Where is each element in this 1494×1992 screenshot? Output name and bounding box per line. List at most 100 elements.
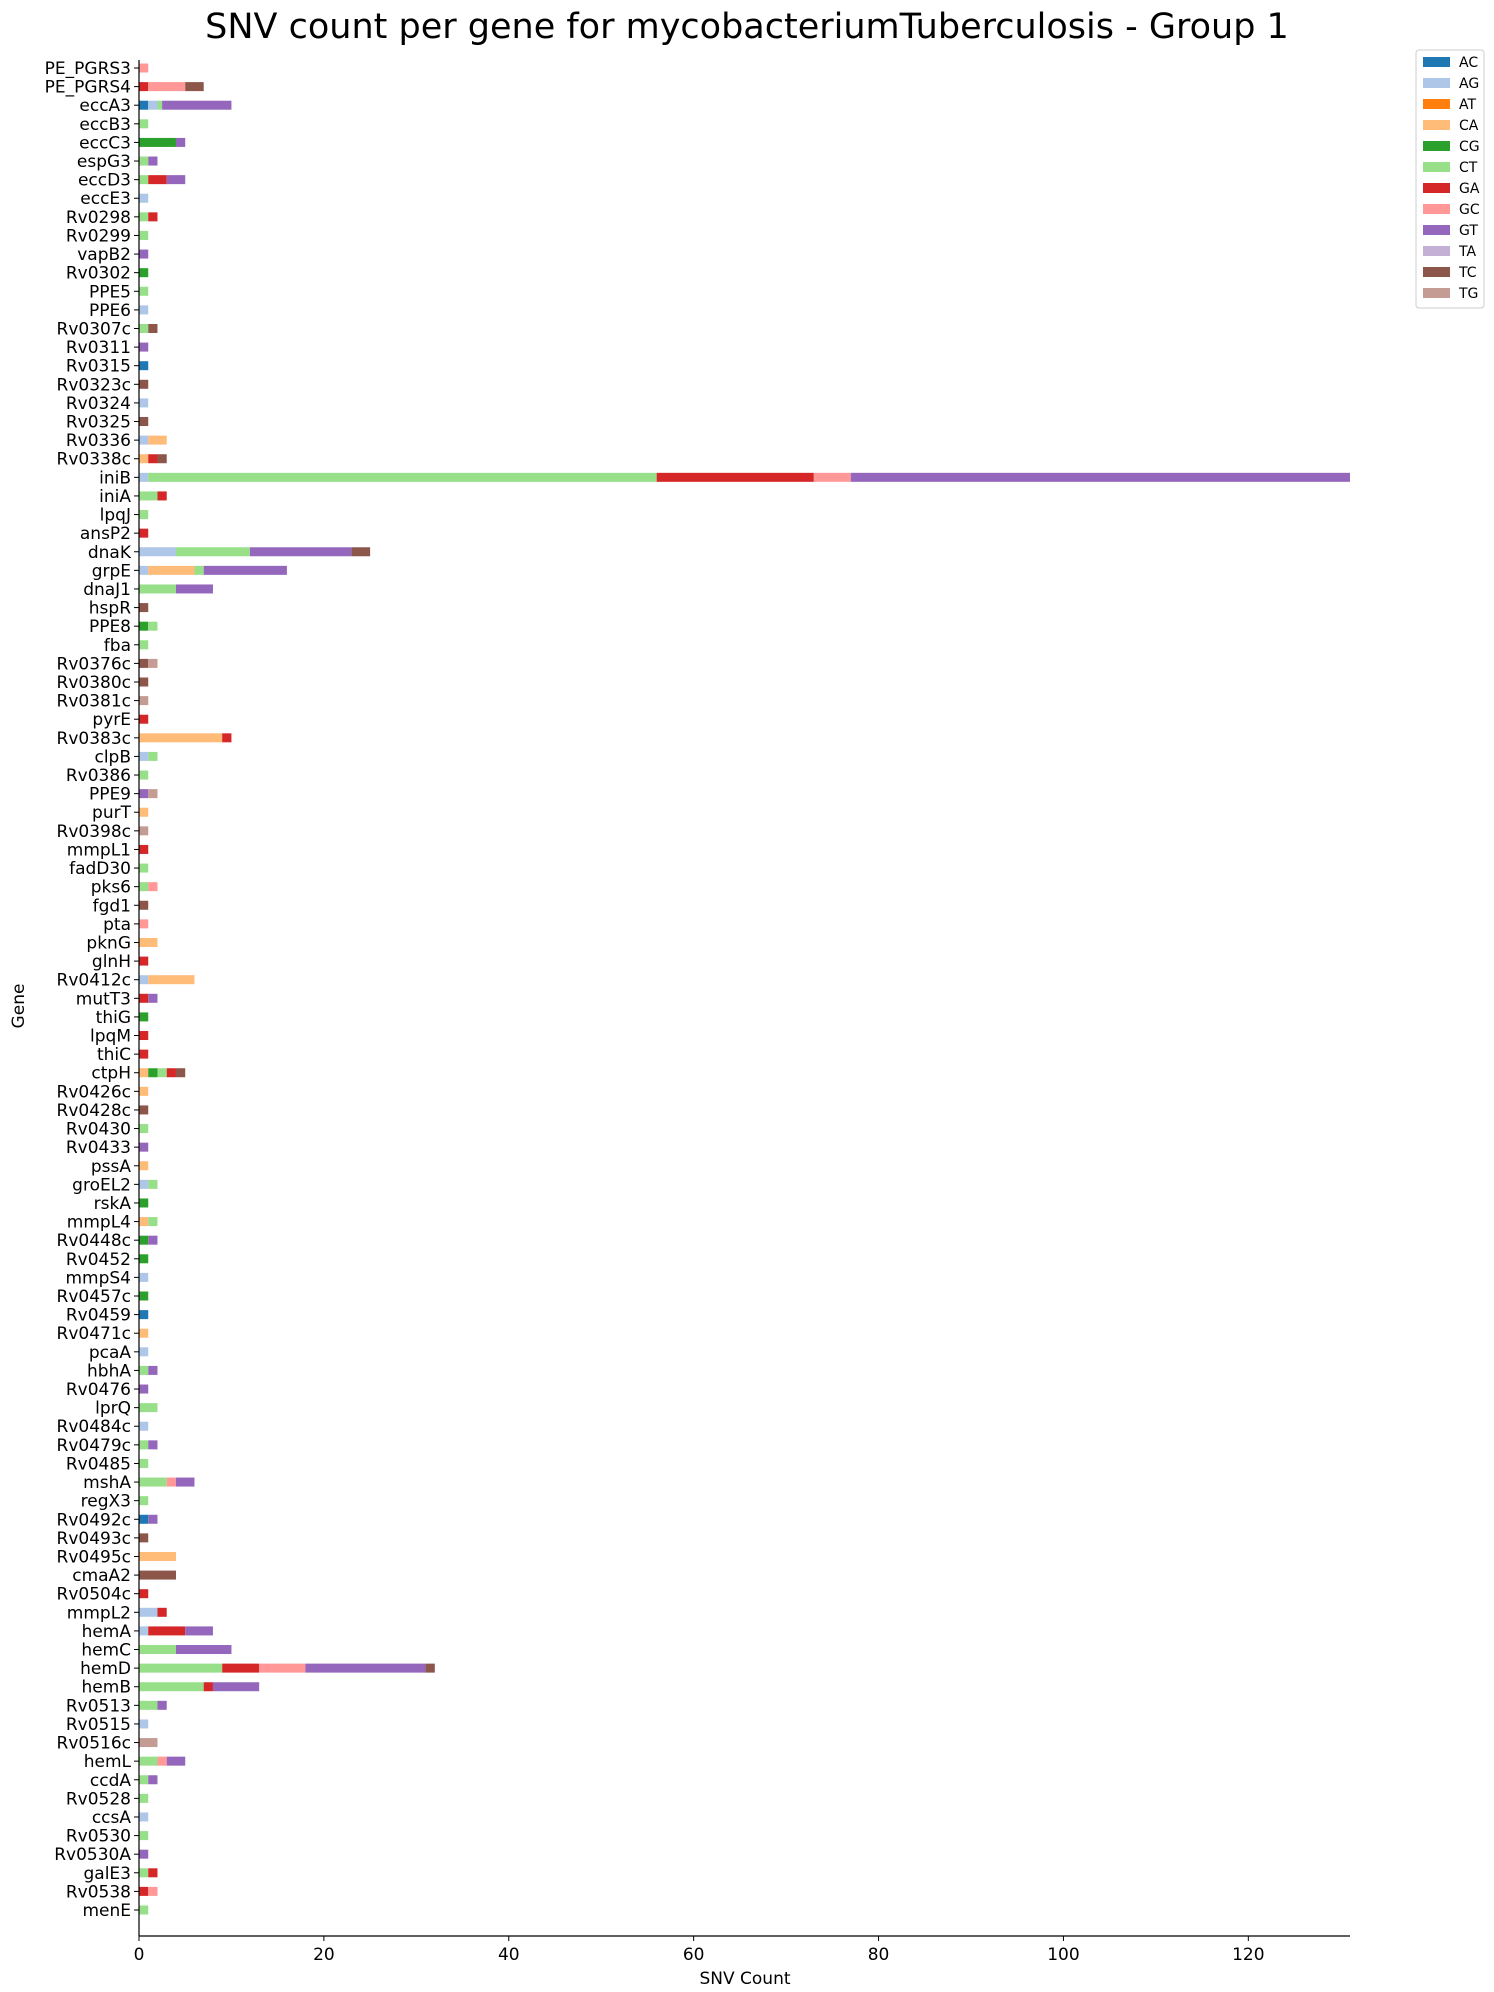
bar-segment-PE_PGRS4-TC (185, 82, 204, 92)
bar-row-espG3 (139, 156, 158, 166)
bar-row-Rv0515 (139, 1719, 149, 1729)
bar-row-hemA (139, 1626, 213, 1636)
bar-segment-dnaJ1-GT (175, 584, 213, 594)
bar-row-Rv0479c (139, 1440, 158, 1450)
bar-segment-mutT3-GT (148, 993, 158, 1003)
y-tick-label: hspR (89, 599, 131, 619)
bar-segment-pta-GC (139, 919, 149, 929)
y-tick-label: regX3 (81, 1492, 131, 1512)
y-tick-label: mmpL2 (67, 1603, 131, 1623)
bar-segment-Rv0538-GA (139, 1886, 149, 1896)
bar-segment-groEL2-AG (139, 1179, 149, 1189)
bar-row-clpB (139, 751, 158, 761)
bar-segment-Rv0516c-TG (139, 1738, 158, 1748)
bar-segment-mmpS4-AG (139, 1272, 149, 1282)
bar-segment-Rv0381c-TG (139, 696, 149, 706)
bar-row-Rv0459 (139, 1310, 149, 1320)
bar-row-Rv0504c (139, 1589, 149, 1599)
bar-segment-hemA-AG (139, 1626, 149, 1636)
y-tick-label: Rv0302 (66, 264, 131, 284)
bar-segment-hemD-TC (425, 1663, 435, 1673)
legend-swatch-TG (1423, 288, 1450, 298)
bar-segment-Rv0493c-TC (139, 1533, 149, 1543)
bar-segment-vapB2-GT (139, 249, 149, 259)
bar-segment-Rv0412c-AG (139, 975, 149, 985)
legend-label-CA: CA (1459, 118, 1479, 134)
bar-segment-Rv0307c-CT (139, 323, 149, 333)
y-tick-label: Rv0515 (66, 1715, 131, 1735)
y-tick-label: PPE6 (89, 301, 131, 321)
bar-segment-Rv0433-GT (139, 1142, 149, 1152)
chart-title: SNV count per gene for mycobacteriumTube… (205, 7, 1289, 47)
x-tick-label: 0 (134, 1945, 145, 1965)
y-tick-label: Rv0457c (57, 1287, 131, 1307)
bar-row-Rv0336 (139, 435, 167, 445)
bar-segment-dnaK-GT (249, 547, 352, 557)
y-tick-label: Rv0476 (66, 1380, 131, 1400)
bar-row-eccB3 (139, 119, 149, 129)
legend-label-AT: AT (1459, 97, 1476, 113)
x-tick-label: 80 (868, 1945, 890, 1965)
y-tick-label: Rv0530A (54, 1845, 131, 1865)
bar-row-Rv0338c (139, 454, 167, 464)
bar-row-ansP2 (139, 528, 149, 538)
bar-segment-Rv0338c-TC (157, 454, 167, 464)
bar-row-Rv0457c (139, 1291, 149, 1301)
bar-segment-mmpL2-AG (139, 1607, 158, 1617)
y-tick-label: hemD (80, 1659, 131, 1679)
bar-segment-Rv0530-CT (139, 1831, 149, 1841)
bar-segment-pknG-CA (139, 937, 158, 947)
y-tick-label: Rv0298 (66, 208, 131, 228)
y-tick-label: Rv0479c (57, 1436, 131, 1456)
bar-row-Rv0383c (139, 733, 232, 743)
y-tick-label: Rv0538 (66, 1882, 131, 1902)
y-tick-label: pyrE (92, 710, 131, 730)
bar-segment-eccB3-CT (139, 119, 149, 129)
y-tick-label: mmpS4 (65, 1268, 131, 1288)
bar-segment-pks6-CT (139, 882, 149, 892)
legend-label-GT: GT (1459, 223, 1478, 239)
legend-label-GA: GA (1459, 181, 1480, 197)
y-tick-label: pssA (91, 1157, 132, 1177)
y-tick-label: eccC3 (79, 133, 131, 153)
bar-segment-ctpH-CA (139, 1068, 149, 1078)
y-tick-label: eccA3 (79, 96, 131, 116)
bar-segment-hemL-CT (139, 1756, 158, 1766)
bar-segment-Rv0383c-GA (222, 733, 232, 743)
bar-segment-iniA-GA (157, 491, 167, 501)
bar-segment-Rv0338c-CA (139, 454, 149, 464)
bar-row-Rv0398c (139, 826, 149, 836)
legend-label-CG: CG (1459, 139, 1480, 155)
bar-segment-Rv0476-GT (139, 1384, 149, 1394)
bar-segment-Rv0315-AC (139, 361, 149, 371)
y-tick-label: Rv0495c (57, 1547, 131, 1567)
y-tick-label: fgd1 (93, 896, 131, 916)
y-tick-label: iniB (99, 468, 131, 488)
bar-segment-Rv0311-GT (139, 342, 149, 352)
bar-row-pta (139, 919, 149, 929)
bar-segment-hemA-GA (148, 1626, 186, 1636)
bar-segment-PPE9-TG (148, 789, 158, 799)
bar-row-ctpH (139, 1068, 186, 1078)
bar-segment-Rv0513-GT (157, 1700, 167, 1710)
bar-segment-Rv0495c-CA (139, 1551, 176, 1561)
legend-swatch-TC (1423, 267, 1450, 277)
bar-segment-Rv0383c-CA (139, 733, 223, 743)
bar-segment-mshA-CT (139, 1477, 167, 1487)
y-tick-label: Rv0484c (57, 1417, 131, 1437)
y-tick-label: rskA (94, 1194, 132, 1214)
x-axis-ticks: 0 20 40 60 80 100 120 (134, 1936, 1265, 1965)
bar-row-Rv0484c (139, 1421, 149, 1431)
bar-segment-PPE9-GT (139, 789, 149, 799)
bar-row-Rv0492c (139, 1514, 158, 1524)
legend-label-TA: TA (1458, 244, 1476, 260)
y-tick-label: pknG (86, 933, 131, 953)
bar-row-ccdA (139, 1775, 158, 1785)
bar-row-grpE (139, 565, 287, 575)
bar-segment-eccA3-GT (162, 100, 232, 110)
bar-segment-Rv0528-CT (139, 1793, 149, 1803)
bar-segment-Rv0479c-CT (139, 1440, 149, 1450)
bar-row-iniA (139, 491, 167, 501)
bar-row-Rv0311 (139, 342, 149, 352)
bar-row-pcaA (139, 1347, 149, 1357)
